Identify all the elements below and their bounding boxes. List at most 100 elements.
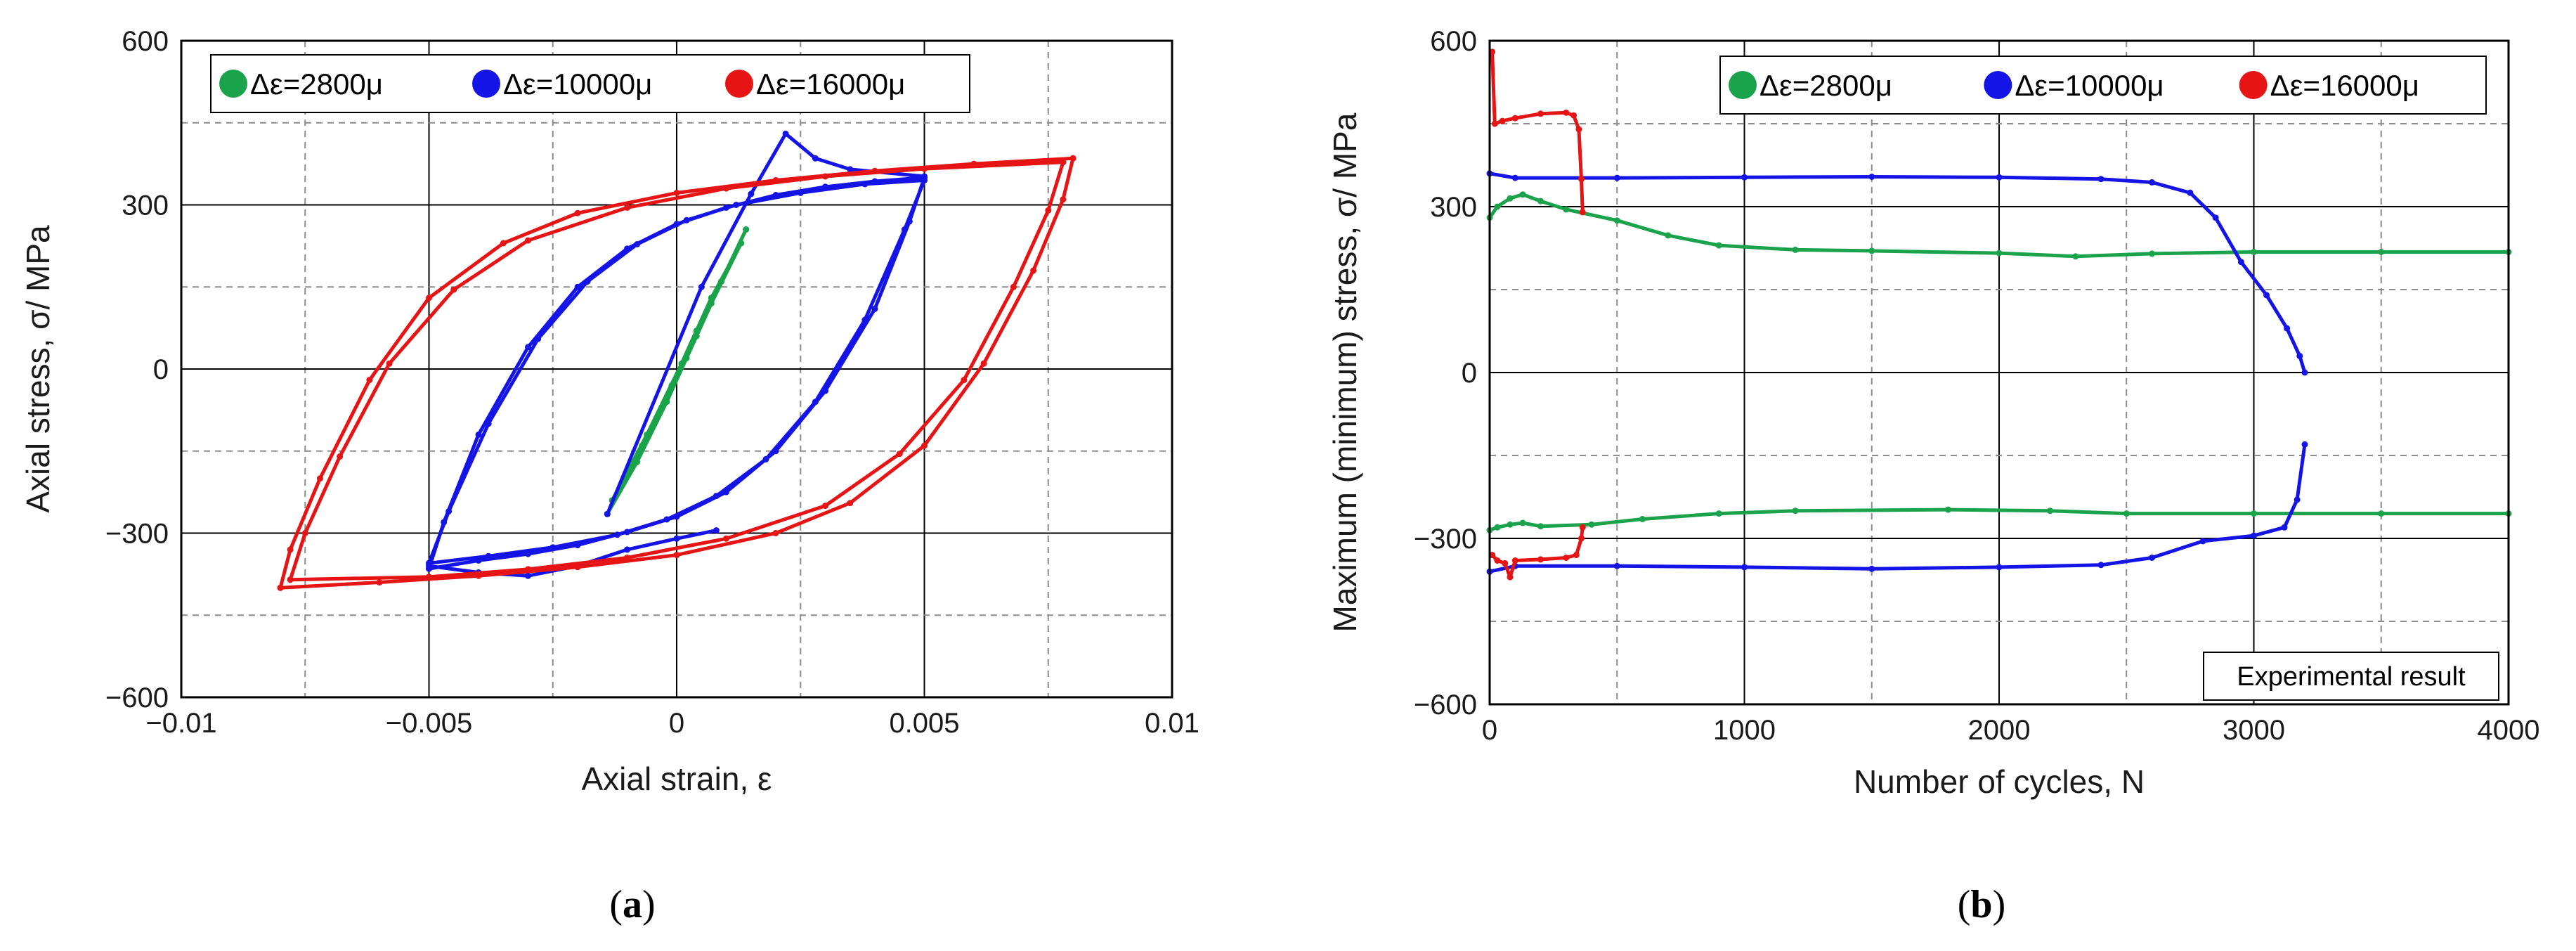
series-line	[1488, 442, 2307, 574]
data-point	[901, 226, 908, 233]
data-point	[1507, 521, 1514, 528]
data-point	[1537, 110, 1544, 117]
plot-frame-a	[180, 39, 1173, 699]
panel-label-a: (a)	[609, 883, 655, 926]
legend-marker	[725, 70, 753, 98]
series-Δε=10000μ	[426, 130, 928, 579]
chart-panel-a: −0.01 −0.005 0 0.005 0.01 −600 −300 0 300 600 Ax…	[20, 26, 1199, 926]
data-point	[426, 562, 432, 569]
data-point	[1511, 115, 1518, 122]
annotation-text: Experimental result	[2237, 662, 2466, 692]
data-point	[698, 283, 705, 290]
data-point	[445, 507, 453, 515]
x-tick-label: 1000	[1713, 715, 1776, 746]
legend-marker	[1984, 71, 2012, 99]
plot-frame-b	[1488, 39, 2510, 706]
x-tick-label: 3000	[2223, 715, 2285, 746]
grid-b	[1490, 41, 2509, 704]
y-tick-label: −600	[1414, 690, 1477, 720]
data-point	[1502, 559, 1509, 567]
data-point	[1570, 112, 1578, 119]
data-point	[738, 240, 745, 247]
data-point	[2199, 538, 2206, 545]
legend-a: Δε=2800μ Δε=10000μ Δε=16000μ	[210, 54, 970, 113]
data-point	[2378, 249, 2385, 255]
data-point	[2296, 352, 2303, 359]
x-tick-labels-b: 0 1000 2000 3000 4000	[1482, 715, 2540, 746]
data-point	[797, 189, 804, 196]
data-point	[1665, 232, 1672, 239]
data-point	[772, 530, 779, 536]
data-point	[634, 241, 641, 247]
data-point	[921, 173, 928, 180]
data-point	[1715, 510, 1722, 517]
data-point	[812, 155, 819, 162]
data-point	[2149, 179, 2155, 186]
data-point	[1511, 174, 1518, 181]
data-point	[301, 530, 308, 536]
legend-label: Δε=10000μ	[2015, 69, 2164, 102]
x-tick-label: −0.01	[145, 708, 216, 739]
data-point	[2301, 369, 2308, 376]
x-tick-label: 2000	[1968, 715, 2031, 746]
panel-label-b: (b)	[1958, 883, 2005, 926]
data-point	[574, 209, 581, 216]
series-line	[1488, 172, 2307, 375]
data-point	[1868, 247, 1875, 254]
legend-frame	[210, 54, 970, 113]
data-point	[1579, 209, 1586, 216]
x-tick-labels-a: −0.01 −0.005 0 0.005 0.01	[145, 708, 1199, 739]
legend-frame	[1719, 56, 2487, 115]
data-point	[1563, 206, 1570, 213]
data-point	[1741, 174, 1748, 181]
data-point	[1573, 552, 1580, 559]
data-point	[713, 493, 720, 500]
legend-marker	[1729, 71, 1757, 99]
x-tick-label: 0.005	[889, 708, 959, 739]
data-point	[1575, 126, 1582, 133]
data-point	[1045, 207, 1052, 214]
y-axis-label-b: Maximum (minimum) stress, σ/ MPa	[1327, 112, 1363, 632]
data-point	[1537, 556, 1544, 563]
data-point	[485, 552, 492, 559]
series-line	[1490, 525, 1585, 579]
y-tick-label: 300	[122, 190, 169, 221]
data-point	[1511, 557, 1518, 564]
data-point	[2284, 325, 2291, 332]
data-point	[708, 300, 715, 307]
data-point	[2123, 510, 2130, 517]
data-point	[1537, 523, 1544, 530]
data-point	[743, 226, 750, 233]
data-point	[812, 399, 819, 406]
grid-a	[181, 41, 1172, 697]
data-point	[733, 202, 740, 208]
data-point	[584, 278, 591, 285]
data-point	[2251, 249, 2257, 255]
data-point	[1613, 562, 1620, 569]
data-point	[1507, 574, 1514, 581]
data-point	[2237, 259, 2244, 266]
data-point	[2097, 562, 2105, 569]
data-point	[485, 420, 492, 427]
x-axis-label-a: Axial strain, ε	[581, 761, 772, 797]
x-tick-label: 0.01	[1145, 708, 1199, 739]
data-point	[713, 527, 720, 534]
data-point	[861, 181, 869, 188]
data-point	[2097, 176, 2105, 183]
data-point	[1741, 564, 1748, 571]
legend-label: Δε=16000μ	[756, 67, 905, 101]
data-point	[961, 377, 968, 384]
data-point	[604, 510, 611, 517]
data-point	[426, 574, 432, 581]
data-point	[1868, 565, 1875, 572]
data-point	[847, 166, 854, 173]
data-point	[782, 130, 789, 137]
data-point	[1499, 117, 1506, 124]
data-point	[535, 335, 542, 342]
data-point	[1868, 174, 1875, 180]
data-point	[1537, 198, 1544, 205]
data-point	[723, 185, 729, 192]
data-point	[861, 316, 869, 323]
data-point	[1060, 196, 1067, 203]
legend-b: Δε=2800μ Δε=10000μ Δε=16000μ	[1719, 56, 2487, 115]
